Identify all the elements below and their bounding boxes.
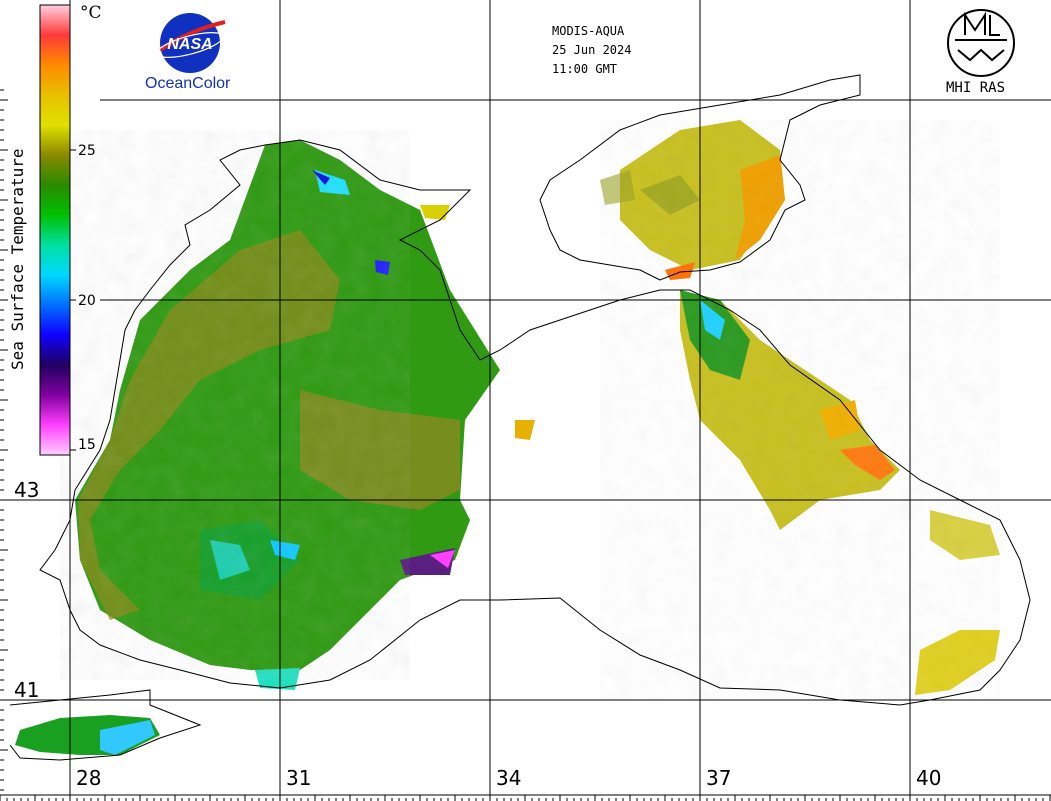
nasa-logo: NASA xyxy=(156,13,226,73)
sst-marmara xyxy=(15,715,160,755)
lon-label-31: 31 xyxy=(286,766,312,790)
lon-label-37: 37 xyxy=(706,766,732,790)
lat-label-41: 41 xyxy=(14,678,40,702)
lon-label-28: 28 xyxy=(76,766,102,790)
colorbar-tick-20: 20 xyxy=(78,293,96,309)
mhi-ras-label: MHI RAS xyxy=(946,80,1006,96)
coastline xyxy=(39,139,1031,706)
colorbar-unit: °C xyxy=(80,3,102,23)
lon-label-40: 40 xyxy=(916,766,942,790)
lat-label-43: 43 xyxy=(14,478,40,502)
oceancolor-label: OceanColor xyxy=(145,75,231,92)
satellite-label: MODIS-AQUA xyxy=(552,24,625,38)
time-label: 11:00 GMT xyxy=(552,62,618,76)
colorbar-tick-15: 15 xyxy=(78,437,96,453)
sst-eastern xyxy=(515,120,1000,700)
colorbar-title: Sea Surface Temperature xyxy=(8,148,27,370)
mhi-logo xyxy=(947,9,1015,77)
lon-label-34: 34 xyxy=(496,766,522,790)
date-label: 25 Jun 2024 xyxy=(552,43,632,57)
colorbar-tick-25: 25 xyxy=(78,143,96,159)
colorbar xyxy=(39,4,71,456)
sst-western-basin xyxy=(60,130,500,690)
nasa-logo-text: NASA xyxy=(167,36,212,53)
azov-coastline xyxy=(539,74,861,281)
marmara-coastline xyxy=(9,689,202,761)
